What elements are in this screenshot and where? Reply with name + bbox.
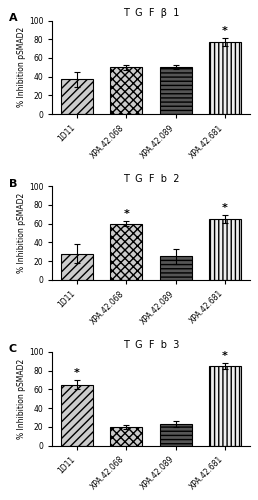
Bar — [209, 366, 241, 446]
Title: T  G  F  b  3: T G F b 3 — [123, 340, 179, 350]
Title: T  G  F  b  2: T G F b 2 — [123, 174, 179, 184]
Text: C: C — [9, 344, 17, 354]
Text: *: * — [222, 352, 228, 362]
Bar — [61, 254, 93, 280]
Text: *: * — [74, 368, 80, 378]
Bar — [61, 384, 93, 446]
Title: T  G  F  β  1: T G F β 1 — [123, 8, 179, 18]
Bar — [61, 80, 93, 114]
Bar — [209, 42, 241, 114]
Bar — [110, 68, 142, 114]
Text: *: * — [222, 26, 228, 36]
Bar — [160, 68, 192, 114]
Text: A: A — [9, 13, 18, 23]
Y-axis label: % Inhibition pSMAD2: % Inhibition pSMAD2 — [17, 193, 26, 273]
Bar — [160, 256, 192, 280]
Text: B: B — [9, 179, 17, 189]
Text: *: * — [222, 204, 228, 214]
Bar — [110, 427, 142, 446]
Bar — [209, 219, 241, 280]
Bar — [160, 424, 192, 446]
Text: *: * — [123, 209, 129, 219]
Y-axis label: % Inhibition pSMAD2: % Inhibition pSMAD2 — [17, 358, 26, 439]
Bar — [110, 224, 142, 280]
Y-axis label: % Inhibition pSMAD2: % Inhibition pSMAD2 — [17, 27, 26, 108]
